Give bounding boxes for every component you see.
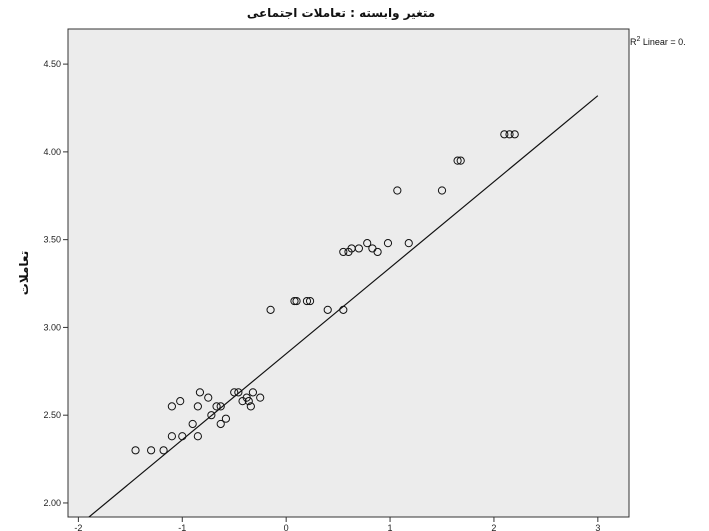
data-point xyxy=(437,186,447,195)
data-point xyxy=(354,244,363,253)
data-point xyxy=(290,296,299,306)
data-point xyxy=(234,388,243,397)
data-point xyxy=(167,402,176,411)
data-point xyxy=(216,402,225,411)
fit-line xyxy=(88,95,599,517)
data-point xyxy=(302,296,312,306)
data-point xyxy=(176,397,185,406)
data-point xyxy=(339,247,348,257)
x-tick-label: 0 xyxy=(284,523,289,531)
y-tick-label: 4.50 xyxy=(43,59,61,69)
data-points xyxy=(131,130,519,455)
data-point xyxy=(159,446,168,455)
data-point xyxy=(188,419,197,429)
data-point xyxy=(246,402,255,411)
x-tick-label: 2 xyxy=(491,523,496,531)
data-point xyxy=(453,156,462,165)
data-point xyxy=(393,186,402,195)
data-point xyxy=(373,247,382,257)
y-tick-label: 2.00 xyxy=(43,498,61,508)
data-point xyxy=(207,411,216,420)
data-point xyxy=(266,305,275,314)
y-tick-label: 2.50 xyxy=(43,410,61,420)
data-point xyxy=(244,397,253,406)
chart-title: متغیر وابسته : تعاملات اجتماعی xyxy=(247,6,435,21)
y-tick-label: 3.00 xyxy=(43,322,61,332)
data-point xyxy=(383,239,393,248)
data-point xyxy=(363,239,372,248)
plot-area xyxy=(67,28,630,518)
data-point xyxy=(212,402,221,411)
data-point xyxy=(193,402,202,411)
data-point xyxy=(292,296,301,306)
data-point xyxy=(248,388,258,397)
fit-line-group xyxy=(88,95,599,517)
axes: 2.00 2.50 3.00 3.50 4.00 4.50 -2 -1 0 1 2 3 xyxy=(43,59,600,531)
data-point xyxy=(216,419,225,429)
data-point xyxy=(456,156,465,165)
r2-legend-label: R2 Linear = 0. xyxy=(630,36,686,47)
y-axis-title: تعاملات xyxy=(17,251,31,295)
data-point xyxy=(256,393,265,402)
data-point xyxy=(131,446,140,455)
r2-text: Linear = 0. xyxy=(640,37,685,47)
data-point xyxy=(323,305,332,314)
data-point xyxy=(404,239,413,248)
r2-prefix: R xyxy=(630,37,637,47)
data-point xyxy=(221,414,231,423)
y-tick-label: 4.00 xyxy=(43,147,61,157)
data-point xyxy=(195,388,205,397)
data-point xyxy=(204,393,213,402)
data-point xyxy=(510,130,519,139)
r2-superscript: 2 xyxy=(637,36,641,43)
data-point xyxy=(147,446,156,455)
data-point xyxy=(167,432,176,441)
data-point xyxy=(505,130,514,139)
x-tick-label: 1 xyxy=(388,523,393,531)
x-tick-label: -2 xyxy=(74,523,82,531)
data-point xyxy=(193,432,202,441)
data-point xyxy=(500,130,509,139)
data-point xyxy=(230,388,239,397)
x-tick-label: -1 xyxy=(178,523,186,531)
y-tick-label: 3.50 xyxy=(43,235,61,245)
x-tick-label: 3 xyxy=(595,523,600,531)
data-point xyxy=(305,296,315,306)
